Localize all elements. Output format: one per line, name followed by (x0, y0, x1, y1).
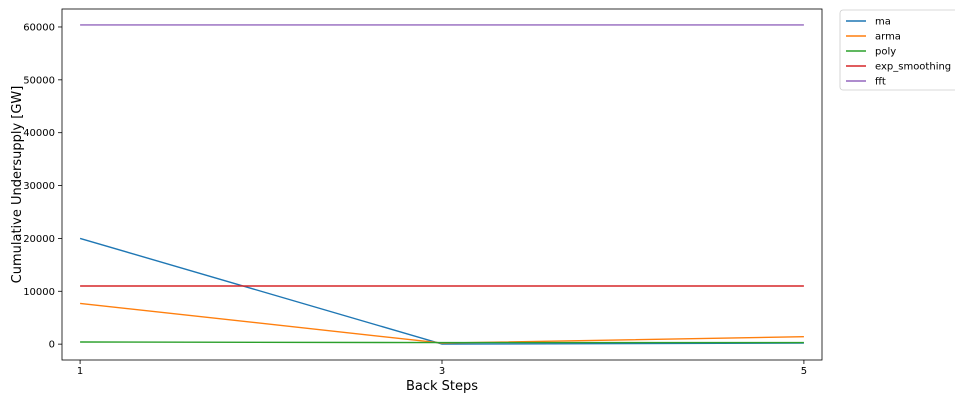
x-axis-ticks: 1 3 5 (77, 360, 807, 377)
y-tick-label: 30000 (23, 181, 55, 192)
legend-label: exp_smoothing (875, 62, 951, 73)
x-axis-title: Back Steps (406, 379, 478, 394)
legend-label: ma (875, 17, 891, 28)
y-axis-ticks: 0 10000 20000 30000 40000 50000 60000 (23, 22, 62, 351)
legend-label: arma (875, 32, 901, 43)
y-tick-label: 20000 (23, 234, 55, 245)
y-tick-label: 50000 (23, 75, 55, 86)
y-axis-title: Cumulative Undersupply [GW] (10, 86, 25, 284)
x-tick-label: 3 (439, 366, 445, 377)
y-tick-label: 40000 (23, 128, 55, 139)
y-tick-label: 0 (49, 340, 55, 351)
x-tick-label: 1 (77, 366, 83, 377)
x-tick-label: 5 (801, 366, 807, 377)
legend-frame (839, 9, 955, 91)
series-layer (79, 24, 804, 345)
y-tick-label: 10000 (23, 287, 55, 298)
series-line-poly (80, 341, 804, 344)
plot-area-frame (61, 8, 823, 361)
series-line-ma (79, 237, 804, 345)
y-tick-label: 60000 (23, 22, 55, 33)
legend-label: poly (875, 47, 896, 58)
series-line-arma (80, 302, 804, 344)
legend-label: fft (875, 77, 886, 88)
